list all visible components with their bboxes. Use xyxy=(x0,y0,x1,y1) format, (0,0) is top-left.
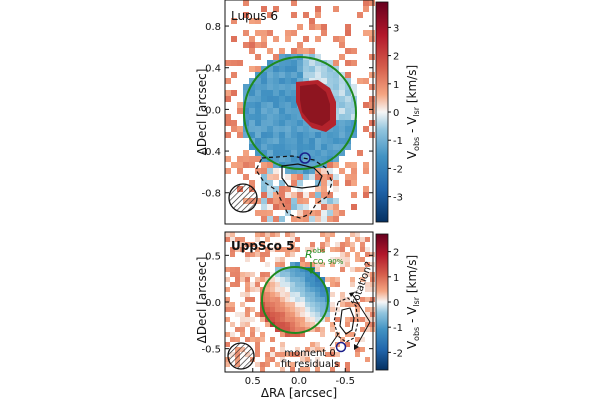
uppsco5-residuals-label-line2: fit residuals xyxy=(281,359,339,370)
uppsco5-radius-annotation: Robs xyxy=(305,247,325,261)
uppsco5-y-axis-label: ΔDecl [arcsec] xyxy=(195,257,209,344)
x-tick-label: 0.5 xyxy=(245,376,261,387)
colorbar-tick-label: 2 xyxy=(393,52,399,63)
colorbar-tick-label: -2 xyxy=(393,348,403,359)
uppsco5-residual-contour-solid xyxy=(339,307,355,335)
lupus6-y-axis: 0.8 0.4 0.0 -0.4 -0.8 xyxy=(201,22,373,200)
lupus6-colorbar-label: Vobs - Vlsr [km/s] xyxy=(405,65,421,159)
colorbar-tick-label: -1 xyxy=(393,136,403,147)
uppsco5-colorbar-ticks: 2 1 0 -1 -2 xyxy=(388,248,403,359)
colorbar-tick-label: 1 xyxy=(393,80,399,91)
uppsco5-panel-label: UppSco 5 xyxy=(231,239,294,253)
lupus6-y-axis-label: ΔDecl [arcsec] xyxy=(195,69,209,156)
uppsco5-beam xyxy=(227,342,255,370)
y-tick-label: -0.5 xyxy=(201,345,221,356)
colorbar-tick-label: 0 xyxy=(393,108,399,119)
lupus6-center-marker xyxy=(299,152,311,164)
lupus6-residual-contour-solid xyxy=(281,163,323,189)
panel-lupus6: 0.8 0.4 0.0 -0.4 -0.8 Lupus 6 ΔDecl [arcsec] xyxy=(195,0,421,225)
lupus6-colorbar: 3 2 1 0 -1 -2 -3 Vobs - Vlsr [km/s] xyxy=(375,1,421,223)
lupus6-residual-contour-dashed xyxy=(255,155,333,219)
uppsco5-radius-arrowhead xyxy=(307,268,315,274)
colorbar-tick-label: 3 xyxy=(393,23,399,34)
y-tick-label: -0.4 xyxy=(201,147,221,158)
uppsco5-rotation-arrow-down xyxy=(355,321,371,348)
uppsco5-center-marker xyxy=(335,341,347,353)
colorbar-tick-label: 2 xyxy=(393,248,399,259)
uppsco5-rotation-arrow-up xyxy=(351,293,371,323)
uppsco5-y-axis: 0.5 0.0 -0.5 xyxy=(201,251,373,356)
y-tick-label: 0.0 xyxy=(205,298,221,309)
colorbar-tick-label: 1 xyxy=(393,273,399,284)
uppsco5-co-radius-ellipse xyxy=(261,266,329,334)
y-tick-label: 0.0 xyxy=(205,105,221,116)
colorbar-tick-label: -2 xyxy=(393,164,403,175)
uppsco5-x-axis: 0.5 0.0 -0.5 xyxy=(245,368,355,387)
lupus6-colorbar-ticks: 3 2 1 0 -1 -2 -3 xyxy=(388,23,403,204)
panel-uppsco5: Robs CO, 90% moment 0 fit residuals rota… xyxy=(195,231,421,400)
uppsco5-colorbar-label: Vobs - Vlsr [km/s] xyxy=(405,255,421,349)
x-tick-label: -0.5 xyxy=(335,376,355,387)
uppsco5-residuals-label-line1: moment 0 xyxy=(284,348,336,359)
y-tick-label: 0.4 xyxy=(205,64,221,75)
uppsco5-rotation-arrowhead-down xyxy=(354,344,359,350)
x-tick-label: 0.0 xyxy=(291,376,307,387)
lupus6-co-radius-ellipse xyxy=(243,56,357,170)
y-tick-label: 0.8 xyxy=(205,22,221,33)
lupus6-panel-label: Lupus 6 xyxy=(231,9,278,23)
lupus6-beam xyxy=(228,183,258,213)
uppsco5-colorbar: 2 1 0 -1 -2 Vobs - Vlsr [km/s] xyxy=(375,233,421,371)
y-tick-label: -0.8 xyxy=(201,189,221,200)
y-tick-label: 0.5 xyxy=(205,251,221,262)
colorbar-tick-label: -3 xyxy=(393,193,403,204)
lupus6-axes-frame xyxy=(224,0,374,225)
uppsco5-rotation-arrowhead-up xyxy=(349,292,355,297)
colorbar-tick-label: 0 xyxy=(393,298,399,309)
colorbar-tick-label: -1 xyxy=(393,323,403,334)
uppsco5-residuals-arrow xyxy=(329,332,340,347)
uppsco5-x-axis-label: ΔRA [arcsec] xyxy=(261,386,337,400)
uppsco5-radius-subscript: CO, 90% xyxy=(313,258,344,266)
